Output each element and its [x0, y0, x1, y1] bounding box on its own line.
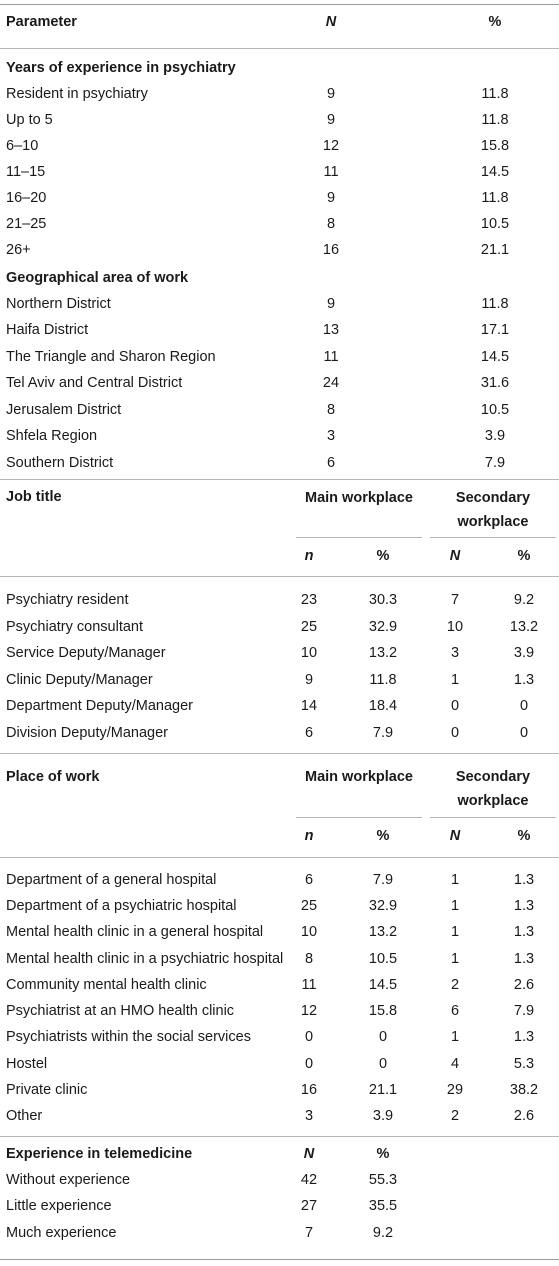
header-n: N	[325, 14, 337, 30]
header-pct: %	[488, 14, 502, 30]
table-row: Mental health clinic in a psychiatric ho…	[6, 951, 535, 967]
header-parameter: Parameter	[6, 14, 77, 30]
section-rule	[0, 753, 559, 754]
table-row: 16–20 9 11.8	[6, 190, 509, 206]
table-row: 21–25 8 10.5	[6, 216, 510, 232]
table-row: 11–15 11 14.5	[6, 164, 510, 180]
group-header-secondary-workplace: Secondary workplace	[455, 769, 531, 809]
table-row: Without experience 42 55.3	[6, 1172, 398, 1188]
table-bottom-rule	[0, 1259, 559, 1260]
table-row: Jerusalem District 8 10.5	[6, 402, 510, 418]
table-row: Service Deputy/Manager 10 13.2 3 3.9	[6, 645, 535, 661]
group-header-main-workplace: Main workplace	[305, 769, 413, 785]
table-row: Psychiatry resident 23 30.3 7 9.2	[6, 592, 535, 608]
table-row: 6–10 12 15.8	[6, 138, 510, 154]
table-row: Clinic Deputy/Manager 9 11.8 1 1.3	[6, 672, 535, 688]
table-top-rule	[0, 4, 559, 5]
table-row: Department of a general hospital 6 7.9 1…	[6, 872, 535, 888]
group-rule-secondary	[430, 537, 556, 538]
group-header-main-workplace: Main workplace	[305, 490, 413, 506]
table-row: Shfela Region 3 3.9	[6, 428, 506, 444]
table-row: Much experience 7 9.2	[6, 1225, 394, 1241]
table-row: Psychiatry consultant 25 32.9 10 13.2	[6, 619, 539, 635]
subheader-rule	[0, 576, 559, 577]
section-title-geography: Geographical area of work	[6, 270, 189, 286]
table-row: Hostel 0 0 4 5.3	[6, 1056, 535, 1072]
table-row: Division Deputy/Manager 6 7.9 0 0	[6, 725, 529, 741]
table-row: Mental health clinic in a general hospit…	[6, 924, 535, 940]
subheader-row: n % N %	[304, 548, 531, 564]
table-row: Resident in psychiatry 9 11.8	[6, 86, 509, 102]
table-row: Up to 5 9 11.8	[6, 112, 509, 128]
table-row: Northern District 9 11.8	[6, 296, 509, 312]
subheader-rule	[0, 857, 559, 858]
table-row: Tel Aviv and Central District 24 31.6	[6, 375, 510, 391]
table-row: Little experience 27 35.5	[6, 1198, 398, 1214]
header-row: Parameter N %	[0, 9, 559, 35]
section-title-place: Place of work	[6, 769, 100, 785]
table-row: Department of a psychiatric hospital 25 …	[6, 898, 535, 914]
table-row: Psychiatrist at an HMO health clinic 12 …	[6, 1003, 535, 1019]
group-rule-secondary	[430, 817, 556, 818]
section-title-job: Job title	[6, 489, 62, 505]
table-row: Community mental health clinic 11 14.5 2…	[6, 977, 535, 993]
section-rule	[0, 1136, 559, 1137]
table-row: Haifa District 13 17.1	[6, 322, 510, 338]
table-row: Department Deputy/Manager 14 18.4 0 0	[6, 698, 529, 714]
subheader-row: n % N %	[304, 828, 531, 844]
group-rule-main	[296, 817, 422, 818]
group-rule-main	[296, 537, 422, 538]
table-row: Private clinic 16 21.1 29 38.2	[6, 1082, 539, 1098]
table-row: Psychiatrists within the social services…	[6, 1029, 535, 1045]
table-row: 26+ 16 21.1	[6, 242, 510, 258]
section-title-years: Years of experience in psychiatry	[6, 60, 236, 76]
section-title-telemedicine: Experience in telemedicine N %	[0, 1141, 559, 1167]
table-row: The Triangle and Sharon Region 11 14.5	[6, 349, 510, 365]
table-row: Other 3 3.9 2 2.6	[6, 1108, 535, 1124]
group-header-secondary-workplace: Secondary workplace	[455, 490, 531, 530]
header-pct: %	[376, 1146, 390, 1162]
section-rule	[0, 479, 559, 480]
header-rule	[0, 48, 559, 49]
header-n: N	[303, 1146, 315, 1162]
table-row: Southern District 6 7.9	[6, 455, 506, 471]
